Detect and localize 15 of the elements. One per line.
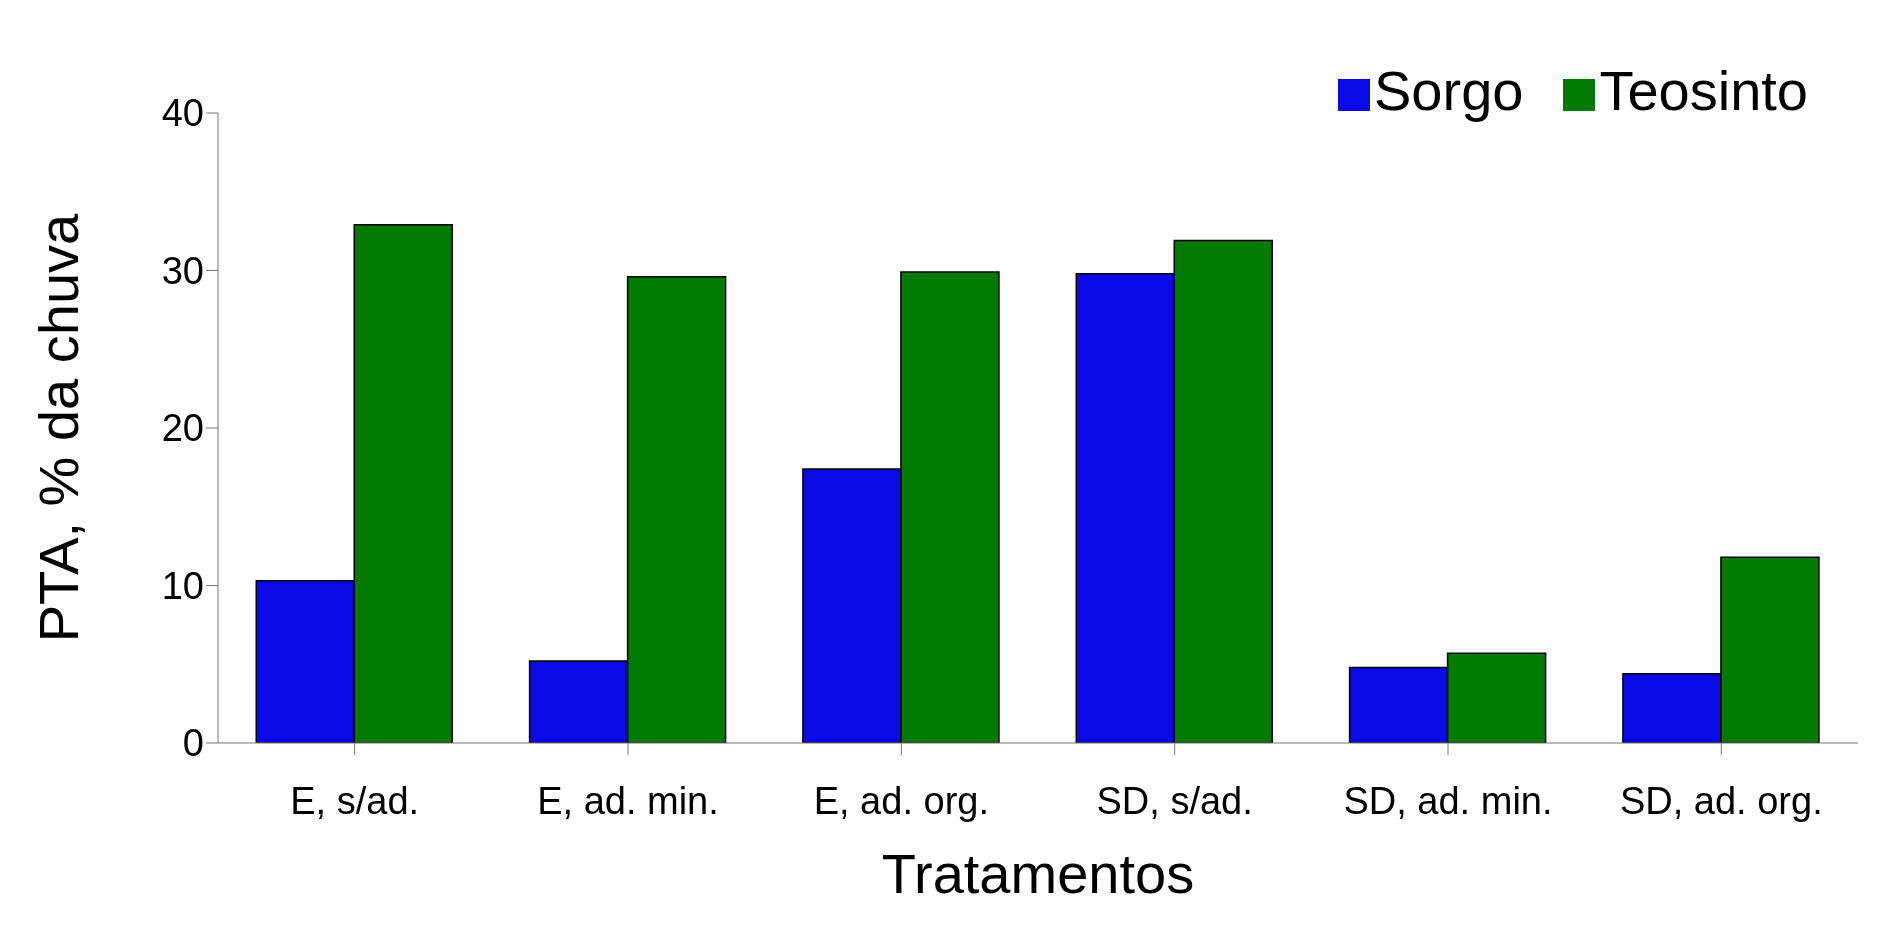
- x-tick-label: SD, ad. min.: [1343, 779, 1553, 822]
- x-tick-label: E, ad. min.: [537, 779, 719, 822]
- y-tick-label: 30: [161, 249, 204, 292]
- y-tick-label: 20: [161, 407, 204, 450]
- legend-label: Sorgo: [1373, 59, 1524, 122]
- x-tick-label: E, ad. org.: [813, 779, 989, 822]
- y-axis-title: PTA, % da chuva: [26, 212, 90, 643]
- y-tick-label: 0: [182, 722, 204, 765]
- x-tick-label: SD, s/ad.: [1096, 779, 1253, 822]
- y-tick-label: 40: [161, 92, 204, 135]
- y-tick-label: 10: [161, 564, 204, 607]
- x-axis-title: Tratamentos: [881, 842, 1195, 905]
- legend-label: Teosinto: [1599, 59, 1808, 122]
- x-tick-label: SD, ad. org.: [1619, 779, 1823, 822]
- x-tick-label: E, s/ad.: [290, 779, 420, 822]
